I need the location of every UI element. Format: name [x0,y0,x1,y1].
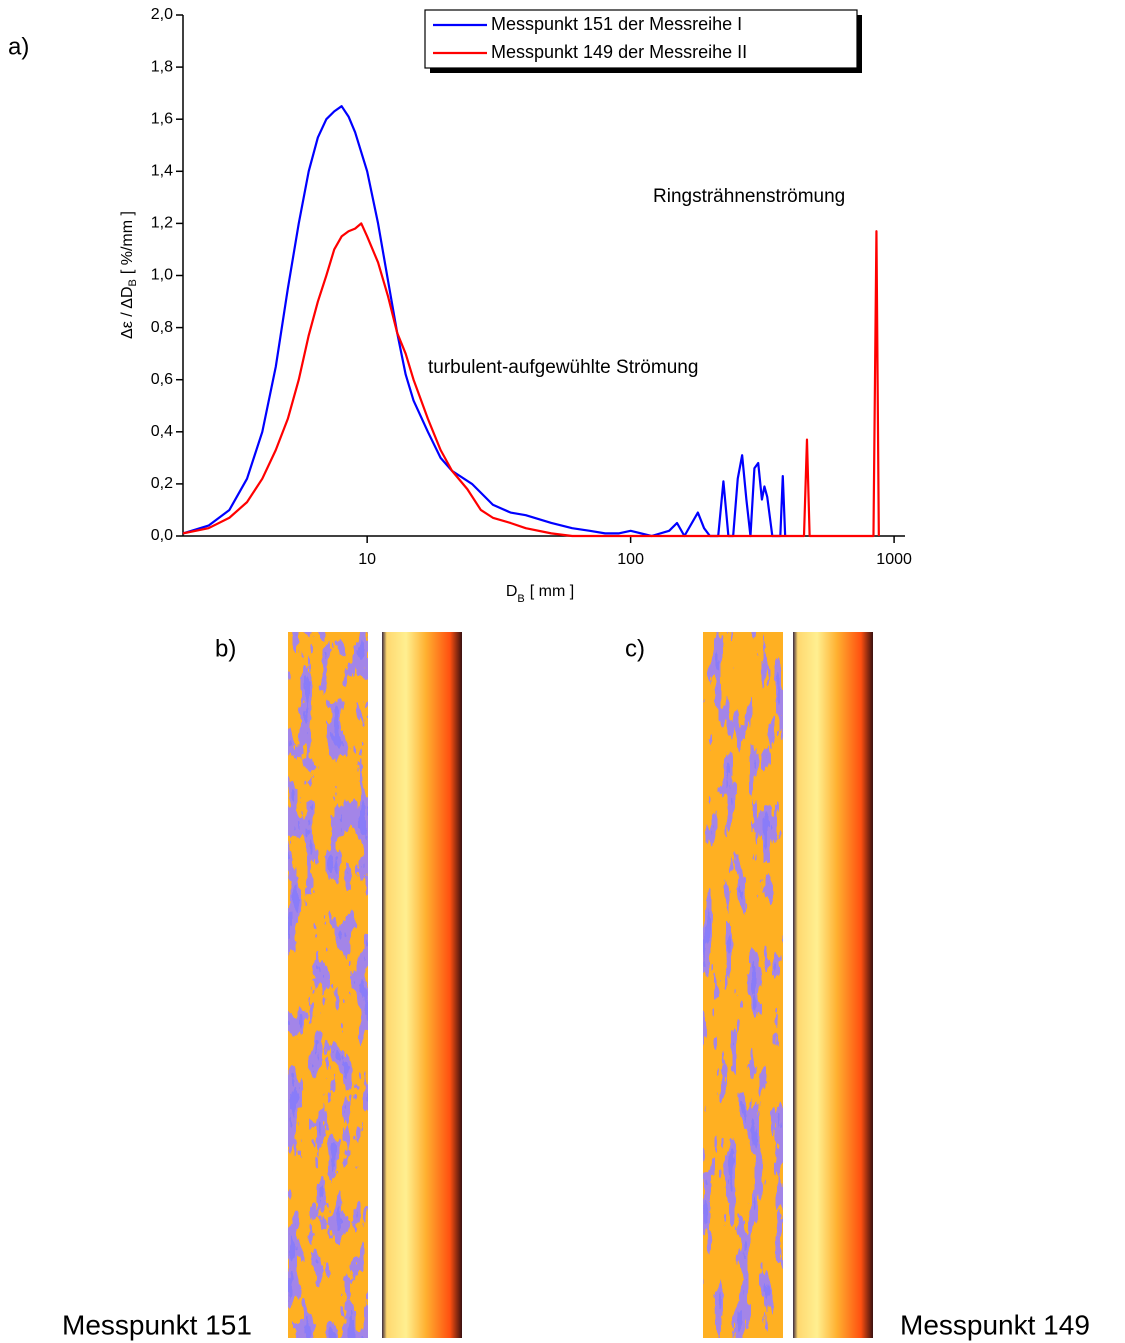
y-tick-label: 1,2 [151,215,173,232]
y-tick-label: 0,2 [151,475,173,492]
legend-label: Messpunkt 151 der Messreihe I [491,14,742,34]
annotation: Ringsträhnenströmung [653,186,845,207]
legend-label: Messpunkt 149 der Messreihe II [491,42,747,62]
x-label-unit: [ mm ] [530,583,574,600]
y-axis-label: Δε / ΔDB [ %/mm ] [119,211,139,339]
x-axis-label: DB [ mm ] [506,583,574,605]
y-tick-label: 1,8 [151,58,173,75]
x-tick-label: 100 [617,551,644,568]
y-tick-label: 2,0 [151,6,173,23]
y-label-sub: B [127,279,139,286]
panel-label: a) [8,33,29,60]
image-void-fraction [703,632,783,1338]
y-tick-label: 0,8 [151,319,173,336]
annotation: turbulent-aufgewühlte Strömung [428,357,698,378]
x-tick-label: 10 [358,551,376,568]
y-tick-label: 1,0 [151,267,173,284]
caption: Messpunkt 149 [900,1309,1090,1340]
series-line [182,105,787,538]
x-label-main: D [506,583,518,600]
caption: Messpunkt 151 [62,1309,252,1340]
panel-label: b) [215,635,236,662]
x-tick-label: 1000 [876,551,912,568]
y-tick-label: 0,4 [151,423,173,440]
y-tick-label: 0,0 [151,527,173,544]
y-tick-label: 1,4 [151,163,173,180]
y-tick-label: 0,6 [151,371,173,388]
y-tick-label: 1,6 [151,110,173,127]
image-averaged [793,632,873,1338]
series-line [182,222,880,538]
image-averaged [382,632,462,1338]
y-label-unit: [ %/mm ] [119,211,136,274]
x-label-sub: B [517,593,524,605]
y-label-main: Δε / ΔD [119,286,136,339]
legend-box [424,9,858,69]
image-void-fraction [288,632,368,1338]
panel-label: c) [625,635,645,662]
